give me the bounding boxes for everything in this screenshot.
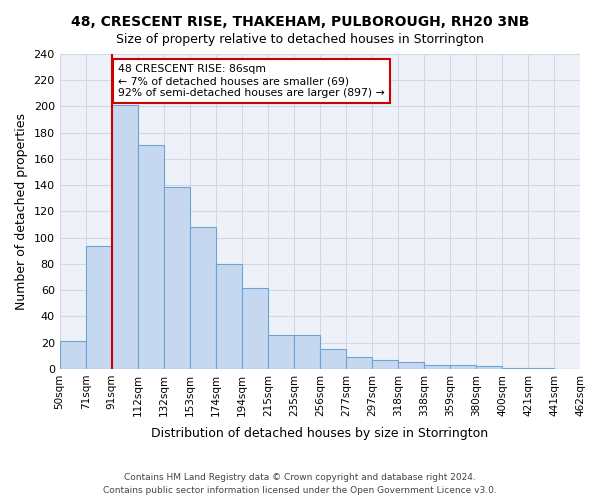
Bar	[216, 264, 242, 369]
Bar	[242, 288, 268, 369]
Bar	[59, 342, 86, 369]
Bar	[476, 366, 502, 369]
Bar	[372, 360, 398, 369]
Text: Contains HM Land Registry data © Crown copyright and database right 2024.
Contai: Contains HM Land Registry data © Crown c…	[103, 473, 497, 495]
Bar	[112, 105, 138, 369]
Bar	[424, 365, 450, 369]
Bar	[268, 335, 294, 369]
Y-axis label: Number of detached properties: Number of detached properties	[15, 113, 28, 310]
Bar	[86, 246, 112, 369]
Bar	[190, 227, 216, 369]
Bar	[398, 362, 424, 369]
Bar	[138, 144, 164, 369]
Text: Size of property relative to detached houses in Storrington: Size of property relative to detached ho…	[116, 32, 484, 46]
Bar	[502, 368, 528, 369]
Text: 48, CRESCENT RISE, THAKEHAM, PULBOROUGH, RH20 3NB: 48, CRESCENT RISE, THAKEHAM, PULBOROUGH,…	[71, 15, 529, 29]
Bar	[450, 365, 476, 369]
Bar	[294, 335, 320, 369]
Text: 48 CRESCENT RISE: 86sqm
← 7% of detached houses are smaller (69)
92% of semi-det: 48 CRESCENT RISE: 86sqm ← 7% of detached…	[118, 64, 385, 98]
Bar	[346, 357, 372, 369]
X-axis label: Distribution of detached houses by size in Storrington: Distribution of detached houses by size …	[151, 427, 488, 440]
Bar	[164, 186, 190, 369]
Bar	[528, 368, 554, 369]
Bar	[320, 349, 346, 369]
